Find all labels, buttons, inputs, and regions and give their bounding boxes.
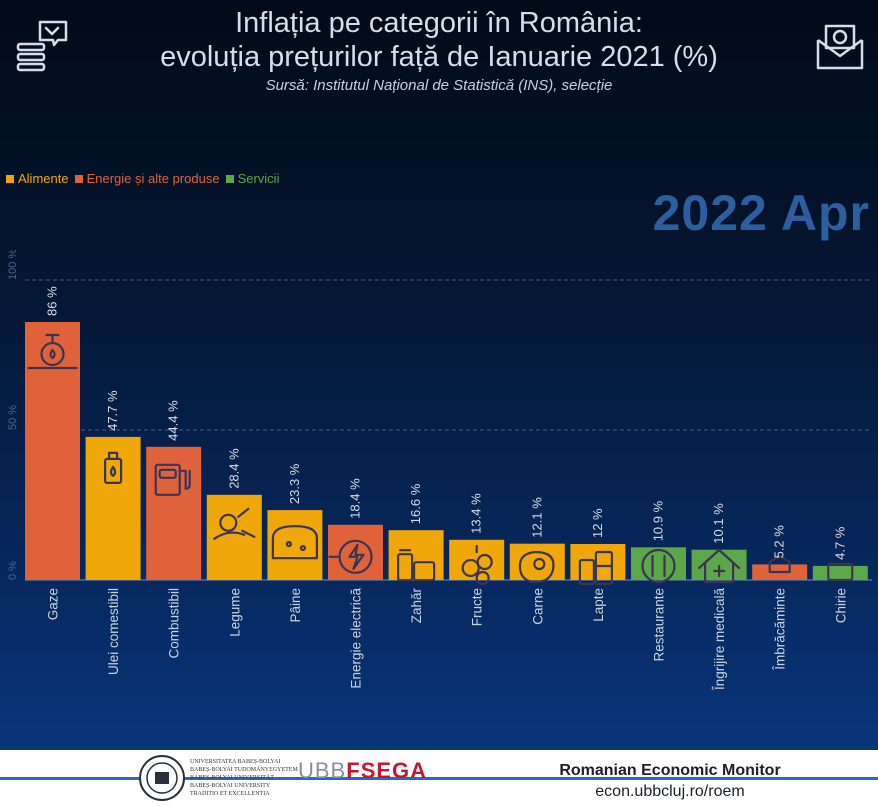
category-label: Combustibil: [167, 588, 182, 659]
category-label: Chirie: [833, 588, 848, 623]
medical-house-icon: [698, 548, 741, 584]
bar-14[interactable]: [812, 565, 868, 580]
value-label: 16.6 %: [408, 483, 423, 524]
restaurant-icon: [641, 548, 676, 584]
value-label: 86 %: [45, 286, 60, 316]
chart-title-line2: evoluția prețurilor față de Ianuarie 202…: [160, 41, 718, 73]
ubb-fsega-logo: UBBFSEGA: [298, 758, 427, 784]
clothes-icon: [768, 554, 791, 574]
legend-swatch-servicii: [225, 174, 234, 183]
monitor-url[interactable]: econ.ubbcluj.ro/roem: [595, 783, 745, 800]
y-tick-label: 100 %: [7, 250, 19, 280]
period-label: 2022 Apr: [652, 185, 870, 241]
envelope-document-icon[interactable]: [814, 20, 866, 72]
gas-valve-icon: [27, 333, 78, 370]
bar-10[interactable]: [570, 544, 626, 580]
chart-legend: Alimente Energie și alte produse Servici…: [6, 171, 279, 186]
sugar-icon: [397, 549, 436, 582]
university-name-hu: BABEȘ-BOLYAI TUDOMÁNYEGYETEM: [190, 767, 298, 773]
bar-2[interactable]: [85, 436, 141, 580]
category-label: Îngrijire medicală: [712, 588, 727, 692]
chart-title-line1: Inflația pe categorii în România:: [235, 7, 643, 39]
category-label: Fructe: [470, 588, 485, 626]
bar-9[interactable]: [509, 543, 565, 580]
bar-1[interactable]: [25, 322, 80, 580]
monitor-title: Romanian Economic Monitor: [559, 762, 781, 779]
meat-icon: [518, 550, 555, 584]
category-label: Pâine: [288, 588, 303, 623]
bread-icon: [271, 525, 318, 560]
vegetables-icon: [213, 507, 256, 540]
category-label: Carne: [530, 588, 545, 625]
category-label: Îmbrăcăminte: [773, 588, 788, 671]
chart-title-block: Inflația pe categorii în România: evoluț…: [0, 6, 878, 96]
y-tick-label: 0 %: [7, 561, 19, 580]
chart-source: Sursă: Institutul Național de Statistică…: [265, 77, 613, 94]
university-seal-icon: [139, 755, 185, 801]
footer-progress-line[interactable]: [0, 777, 878, 780]
legend-label-servicii: Servicii: [237, 171, 280, 186]
legend-label-energie: Energie și alte produse: [86, 171, 220, 186]
oil-bottle-icon: [103, 451, 123, 484]
ubb-logo-text: UBB: [298, 758, 347, 783]
value-label: 23.3 %: [287, 463, 302, 504]
category-label: Legume: [227, 588, 242, 637]
value-label: 44.4 %: [166, 400, 181, 441]
category-label: Energie electrică: [349, 588, 364, 689]
university-motto: TRADITIO ET EXCELLENTIA: [190, 791, 270, 797]
rent-icon: [827, 562, 854, 582]
value-label: 12.1 %: [529, 497, 544, 538]
university-names: UNIVERSITATEA BABEȘ-BOLYAI BABEȘ-BOLYAI …: [190, 758, 298, 798]
legend-swatch-alimente: [6, 174, 14, 183]
electric-plug-icon: [328, 539, 373, 574]
bar-7[interactable]: [388, 530, 444, 580]
milk-icon: [578, 550, 614, 586]
value-label: 13.4 %: [469, 493, 484, 534]
bar-chart: 0 % 50 % 100 % 86 % Gaze 47.7 % Ulei comestibi…: [7, 250, 872, 692]
value-label: 12 %: [590, 508, 605, 538]
fsega-logo-text: FSEGA: [346, 758, 428, 783]
university-name-de: BABEȘ-BOLYAI UNIVERSITÄT: [190, 775, 274, 781]
legend-label-alimente: Alimente: [18, 171, 69, 186]
category-label: Zahăr: [409, 588, 424, 624]
value-label: 28.4 %: [226, 448, 241, 489]
value-label: 10.1 %: [711, 503, 726, 544]
fuel-pump-icon: [154, 463, 191, 496]
value-label: 47.7 %: [105, 390, 120, 431]
university-name-ro: UNIVERSITATEA BABEȘ-BOLYAI: [190, 759, 281, 765]
value-label: 18.4 %: [348, 478, 363, 519]
category-label: Gaze: [46, 588, 61, 620]
fruits-icon: [461, 544, 493, 586]
bar-11[interactable]: [631, 547, 686, 580]
legend-item-servicii: Servicii: [225, 171, 280, 186]
category-label: Ulei comestibil: [106, 588, 121, 675]
legend-item-alimente: Alimente: [6, 171, 69, 186]
category-label: Restaurante: [652, 588, 667, 662]
footer-banner: UNIVERSITATEA BABEȘ-BOLYAI BABEȘ-BOLYAI …: [0, 750, 878, 806]
value-label: 5.2 %: [772, 525, 787, 559]
value-label: 4.7 %: [832, 526, 847, 560]
bar-3[interactable]: [146, 446, 202, 580]
value-label: 10.9 %: [651, 500, 666, 541]
bar-5[interactable]: [267, 510, 323, 580]
chat-document-icon[interactable]: [14, 18, 72, 76]
legend-swatch-energie: [74, 174, 83, 183]
category-label: Lapte: [591, 588, 606, 622]
y-tick-label: 50 %: [7, 405, 19, 430]
university-name-en: BABEȘ-BOLYAI UNIVERSITY: [190, 783, 271, 789]
legend-item-energie: Energie și alte produse: [74, 171, 220, 186]
